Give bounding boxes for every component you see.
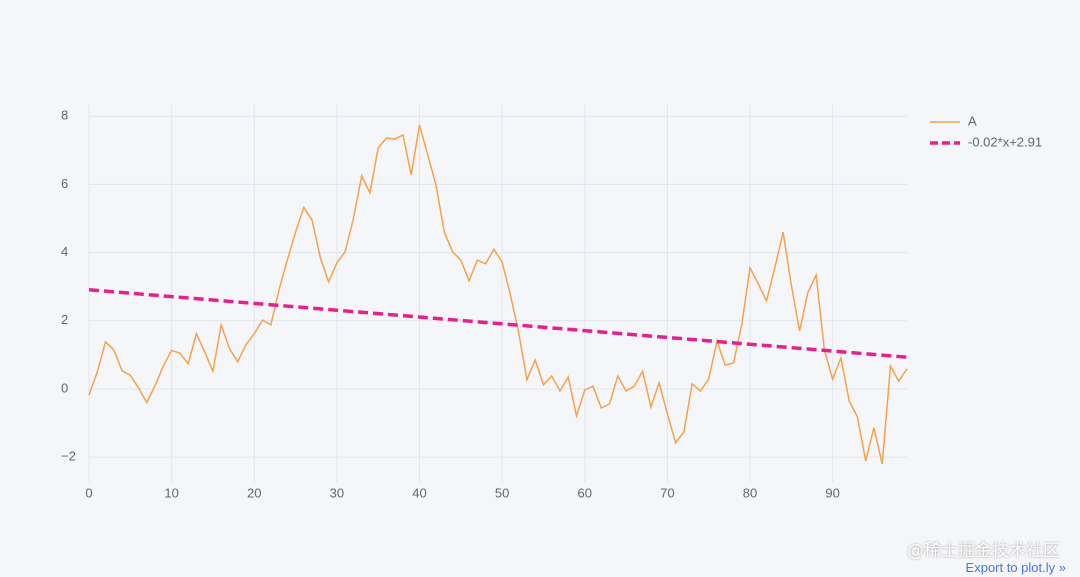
y-tick-label: −2 xyxy=(61,449,76,464)
x-tick-label: 60 xyxy=(578,485,592,500)
watermark: @稀土掘金技术社区 xyxy=(907,541,1060,561)
x-tick-label: 80 xyxy=(743,485,757,500)
trend-line xyxy=(88,288,908,359)
x-tick-label: 40 xyxy=(412,485,426,500)
x-tick-label: 50 xyxy=(495,485,509,500)
y-tick-label: 8 xyxy=(61,108,68,123)
legend-label[interactable]: A xyxy=(968,113,977,128)
x-tick-label: 30 xyxy=(330,485,344,500)
data-line xyxy=(88,124,908,465)
x-tick-label: 20 xyxy=(247,485,261,500)
x-tick-label: 90 xyxy=(825,485,839,500)
x-tick-label: 0 xyxy=(85,485,92,500)
y-tick-label: 0 xyxy=(61,380,68,395)
y-tick-label: 2 xyxy=(61,312,68,327)
x-tick-label: 70 xyxy=(660,485,674,500)
legend-label[interactable]: -0.02*x+2.91 xyxy=(968,134,1042,149)
y-tick-label: 4 xyxy=(61,244,68,259)
export-link[interactable]: Export to plot.ly » xyxy=(965,560,1066,575)
y-tick-label: 6 xyxy=(61,176,68,191)
x-tick-label: 10 xyxy=(164,485,178,500)
